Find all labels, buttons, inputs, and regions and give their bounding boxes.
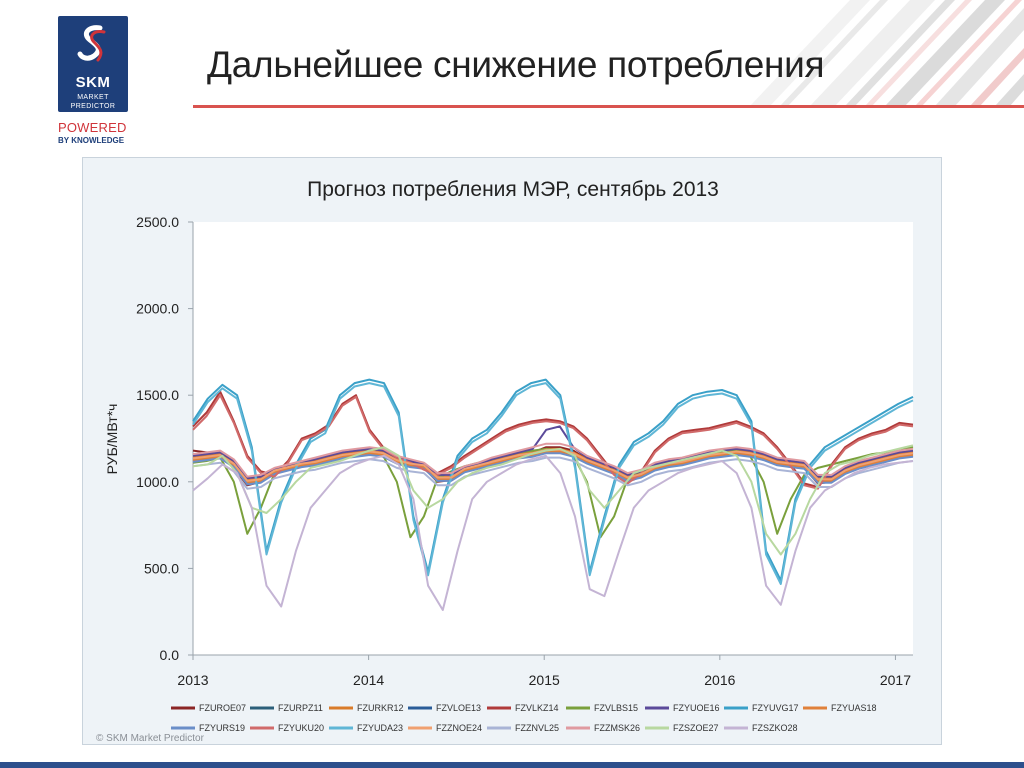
legend-label: FZVLBS15 <box>594 703 638 713</box>
legend-item: FZVLBS15 <box>566 703 638 713</box>
logo-subtitle: MARKET PREDICTOR <box>58 93 128 111</box>
legend-item: FZURKR12 <box>329 703 404 713</box>
series-line-fzzmsk26 <box>192 442 914 478</box>
x-tick-labels: 2013 2014 2015 2016 2017 <box>177 655 911 688</box>
chart-title: Прогноз потребления МЭР, сентябрь 2013 <box>307 178 719 201</box>
legend-item: FZYUDA23 <box>329 723 403 733</box>
legend-item: FZVLOE13 <box>408 703 481 713</box>
legend-item: FZYUOE16 <box>645 703 720 713</box>
legend-item: FZUROE07 <box>171 703 246 713</box>
series-line-fzyuoe16 <box>192 425 914 480</box>
legend-item: FZYUAS18 <box>803 703 877 713</box>
legend-item: FZSZOE27 <box>645 723 719 733</box>
logo-brand: SKM <box>75 74 111 91</box>
series-line-fzszoe27 <box>192 444 914 556</box>
y-tick-label: 0.0 <box>160 647 180 663</box>
legend-item: FZYUVG17 <box>724 703 799 713</box>
y-tick-label: 1500.0 <box>136 387 179 403</box>
x-tick-label: 2016 <box>704 672 735 688</box>
legend-item: FZURPZ11 <box>250 703 323 713</box>
skm-logo: SKM MARKET PREDICTOR <box>58 16 128 112</box>
legend-label: FZVLOE13 <box>436 703 481 713</box>
legend-label: FZUROE07 <box>199 703 246 713</box>
y-axis-label: РУБ/МВт*ч <box>104 404 120 475</box>
legend-label: FZYUDA23 <box>357 723 403 733</box>
series-line-fzyuku20 <box>192 394 914 490</box>
legend-label: FZZNVL25 <box>515 723 559 733</box>
legend-item: FZZMSK26 <box>566 723 640 733</box>
series-line-fzznvl25 <box>192 456 914 490</box>
copyright: © SKM Market Predictor <box>96 733 204 744</box>
legend-item: FZVLKZ14 <box>487 703 559 713</box>
skm-swirl-icon <box>77 25 106 62</box>
y-tick-label: 500.0 <box>144 560 179 576</box>
x-tick-label: 2015 <box>529 672 560 688</box>
series-line-fzszko28 <box>192 454 914 611</box>
legend: FZUROE07 FZURPZ11 FZURKR12 FZVLOE13 FZVLKZ14… <box>171 703 877 733</box>
legend-label: FZSZKO28 <box>752 723 798 733</box>
y-tick-label: 2500.0 <box>136 214 179 230</box>
x-tick-label: 2014 <box>353 672 384 688</box>
logo-sub-line1: MARKET <box>77 94 109 101</box>
x-tick-label: 2017 <box>880 672 911 688</box>
decorative-stripes <box>750 0 1024 106</box>
legend-label: FZYURS19 <box>199 723 245 733</box>
legend-item: FZZNOE24 <box>408 723 482 733</box>
bottom-bar <box>0 762 1024 768</box>
legend-label: FZURPZ11 <box>278 703 323 713</box>
legend-label: FZYUOE16 <box>673 703 720 713</box>
series-lines <box>192 378 914 611</box>
consumption-chart: Прогноз потребления МЭР, сентябрь 2013 0… <box>104 178 914 733</box>
logo-sub-line2: PREDICTOR <box>70 103 116 110</box>
y-tick-label: 1000.0 <box>136 474 179 490</box>
title-underline <box>193 105 1024 108</box>
legend-label: FZYUAS18 <box>831 703 877 713</box>
series-line-fzyuas18 <box>192 450 914 484</box>
y-tick-label: 2000.0 <box>136 301 179 317</box>
by-knowledge-label: BY KNOWLEDGE <box>58 136 125 145</box>
legend-label: FZZNOE24 <box>436 723 482 733</box>
legend-label: FZURKR12 <box>357 703 404 713</box>
series-line-fzyurs19 <box>192 452 914 486</box>
plot-area <box>193 222 913 655</box>
legend-item: FZZNVL25 <box>487 723 559 733</box>
legend-label: FZZMSK26 <box>594 723 640 733</box>
chart-frame: Прогноз потребления МЭР, сентябрь 2013 0… <box>82 157 942 745</box>
legend-label: FZSZOE27 <box>673 723 719 733</box>
y-tick-labels: 0.0 500.0 1000.0 1500.0 2000.0 2500.0 <box>136 214 193 663</box>
series-line-fzyuda23 <box>192 382 914 585</box>
legend-label: FZYUKU20 <box>278 723 324 733</box>
powered-label: POWERED <box>58 120 127 135</box>
legend-item: FZSZKO28 <box>724 723 798 733</box>
x-tick-label: 2013 <box>177 672 208 688</box>
legend-label: FZYUVG17 <box>752 703 799 713</box>
legend-item: FZYURS19 <box>171 723 245 733</box>
legend-item: FZYUKU20 <box>250 723 324 733</box>
legend-label: FZVLKZ14 <box>515 703 559 713</box>
page-title: Дальнейшее снижение потребления <box>207 44 825 85</box>
